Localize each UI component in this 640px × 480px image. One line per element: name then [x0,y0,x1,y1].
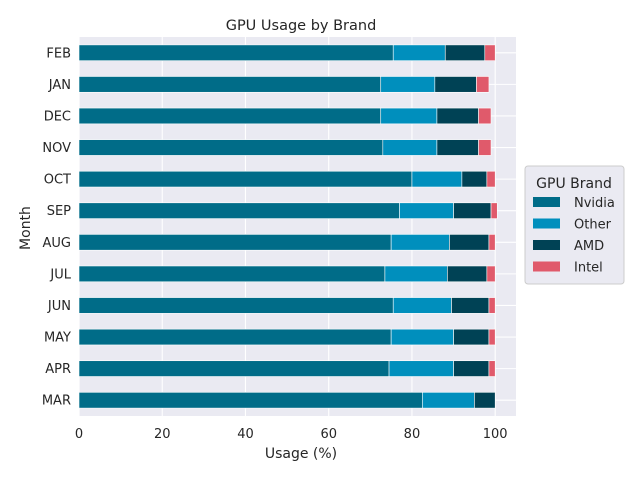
bar-intel-nov [478,139,492,156]
chart-title: GPU Usage by Brand [226,18,377,34]
bar-other-jul [384,265,448,283]
bar-intel-feb [484,44,496,61]
y-tick-label: JUL [49,267,71,282]
x-tick-label: 40 [237,427,254,442]
x-tick-label: 80 [404,427,421,442]
bar-other-sep [399,202,454,219]
bar-nvidia-oct [78,170,413,188]
bar-intel-aug [488,234,496,251]
bar-other-mar [422,392,475,409]
bar-intel-jul [486,265,496,283]
y-tick-label: JAN [48,78,71,93]
bar-amd-aug [449,234,490,251]
bar-amd-jan [434,76,477,93]
bar-nvidia-mar [78,392,423,409]
bar-nvidia-jun [78,297,394,314]
y-tick-label: FEB [46,46,71,61]
y-tick-label: JUN [47,299,71,314]
bar-intel-oct [486,170,496,188]
bar-nvidia-nov [78,139,384,156]
bar-other-jun [392,297,452,314]
legend-swatch-amd [533,240,560,250]
bar-amd-nov [436,139,479,156]
y-tick-label: APR [45,362,71,377]
plot-area [79,37,516,416]
y-tick-label: NOV [42,141,71,156]
bar-other-dec [380,107,438,125]
bar-intel-apr [488,360,496,377]
bar-nvidia-apr [78,360,390,377]
bar-intel-jan [476,76,490,93]
bar-amd-may [453,328,490,346]
y-tick-label: DEC [44,109,71,124]
bar-amd-mar [474,392,496,409]
bar-nvidia-dec [78,107,382,125]
bar-other-jan [380,76,436,93]
bar-amd-dec [436,107,479,125]
bar-nvidia-sep [78,202,400,219]
x-tick-label: 20 [154,427,171,442]
legend-title: GPU Brand [536,176,612,192]
legend: GPU Brand Nvidia Other AMD Intel [524,165,625,285]
legend-swatch-intel [533,261,560,272]
bar-other-feb [392,44,446,61]
legend-swatch-other [533,218,560,229]
x-tick-label: 100 [483,427,508,442]
bar-intel-sep [490,202,498,219]
bar-nvidia-may [78,328,392,346]
legend-items: Nvidia Other AMD Intel [533,196,615,276]
y-tick-labels: MAR APR MAY JUN JUL AUG SEP OCT NOV DEC JAN FEB [42,46,72,408]
bar-amd-apr [453,360,490,377]
y-tick-label: OCT [44,173,71,188]
x-tick-label: 60 [320,427,337,442]
bar-intel-jun [488,297,496,314]
x-tick-label: 0 [75,427,83,442]
bar-other-may [390,328,454,346]
legend-label-other: Other [574,218,612,233]
x-tick-labels: 0 20 40 60 80 100 [75,427,508,442]
legend-label-amd: AMD [574,239,604,254]
y-tick-label: MAR [42,394,71,409]
bar-nvidia-jul [78,265,386,283]
bar-amd-jun [451,297,490,314]
legend-label-nvidia: Nvidia [574,196,615,211]
legend-swatch-nvidia [533,197,560,207]
y-axis-title: Month [18,206,34,250]
bars [78,44,498,409]
bar-intel-may [488,328,496,346]
y-tick-label: MAY [44,331,71,346]
legend-label-intel: Intel [574,261,603,276]
bar-amd-jul [447,265,488,283]
bar-intel-dec [478,107,492,125]
bar-other-aug [390,234,450,251]
bar-nvidia-feb [78,44,394,61]
y-tick-label: SEP [47,204,71,219]
bar-amd-oct [461,170,488,188]
bar-other-apr [388,360,454,377]
x-axis-title: Usage (%) [265,446,337,462]
y-tick-label: AUG [43,236,71,251]
bar-other-oct [411,170,463,188]
bar-amd-sep [453,202,492,219]
bar-nvidia-jan [78,76,382,93]
bar-amd-feb [444,44,486,61]
legend-frame [524,165,625,285]
bar-nvidia-aug [78,234,392,251]
bar-other-nov [382,139,438,156]
